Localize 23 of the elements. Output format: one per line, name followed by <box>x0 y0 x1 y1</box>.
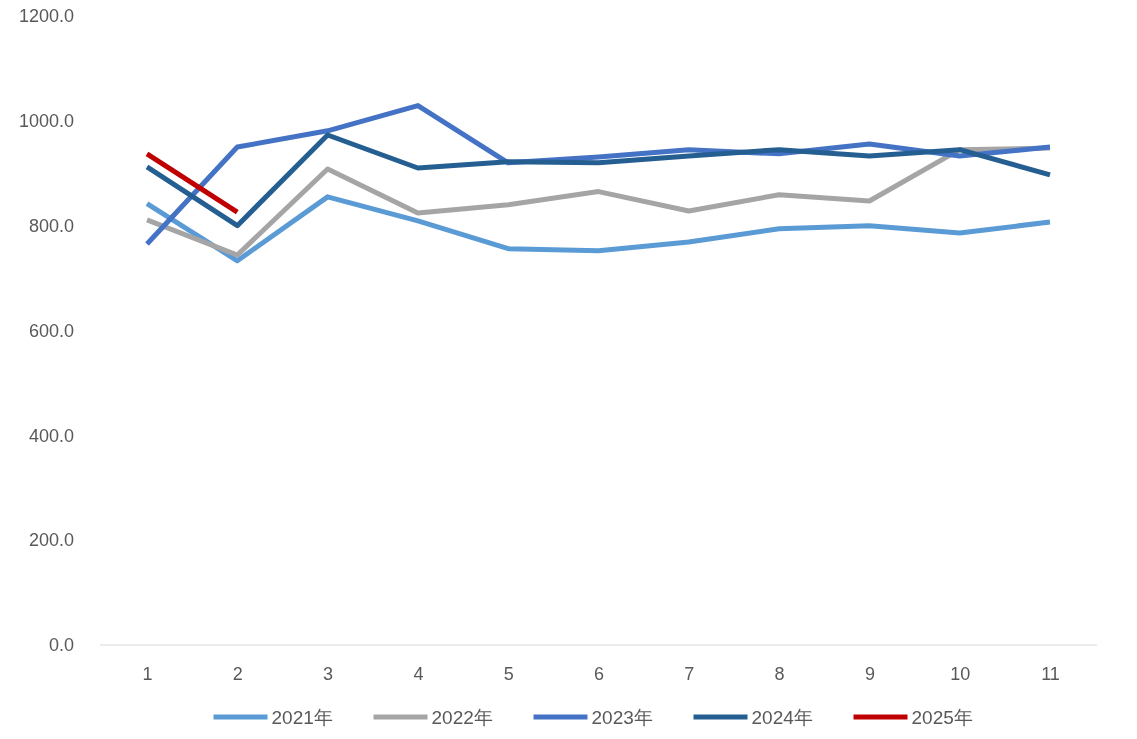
y-tick-label: 1000.0 <box>18 111 74 132</box>
x-tick-label: 9 <box>864 663 875 684</box>
y-tick-label: 200.0 <box>28 530 74 551</box>
x-tick-label: 1 <box>142 663 153 684</box>
x-tick-label: 6 <box>593 663 605 684</box>
legend-label: 2024年 <box>751 706 813 728</box>
x-tick-label: 2 <box>232 663 243 684</box>
y-tick-label: 800.0 <box>28 215 74 236</box>
x-tick-label: 3 <box>323 663 334 684</box>
x-tick-label: 10 <box>950 663 971 684</box>
y-tick-label: 600.0 <box>28 320 74 341</box>
x-tick-label: 11 <box>1041 663 1060 684</box>
y-tick-label: 0.0 <box>48 635 74 656</box>
legend-label: 2021年 <box>271 706 333 728</box>
legend-label: 2022年 <box>431 706 493 728</box>
legend-label: 2023年 <box>591 706 653 728</box>
x-tick-label: 8 <box>774 663 785 684</box>
x-tick-label: 5 <box>503 663 514 684</box>
y-tick-label: 1200.0 <box>18 6 74 27</box>
y-tick-label: 400.0 <box>28 425 74 446</box>
x-tick-label: 7 <box>684 663 695 684</box>
x-tick-label: 4 <box>413 663 424 684</box>
legend-label: 2025年 <box>911 706 973 728</box>
